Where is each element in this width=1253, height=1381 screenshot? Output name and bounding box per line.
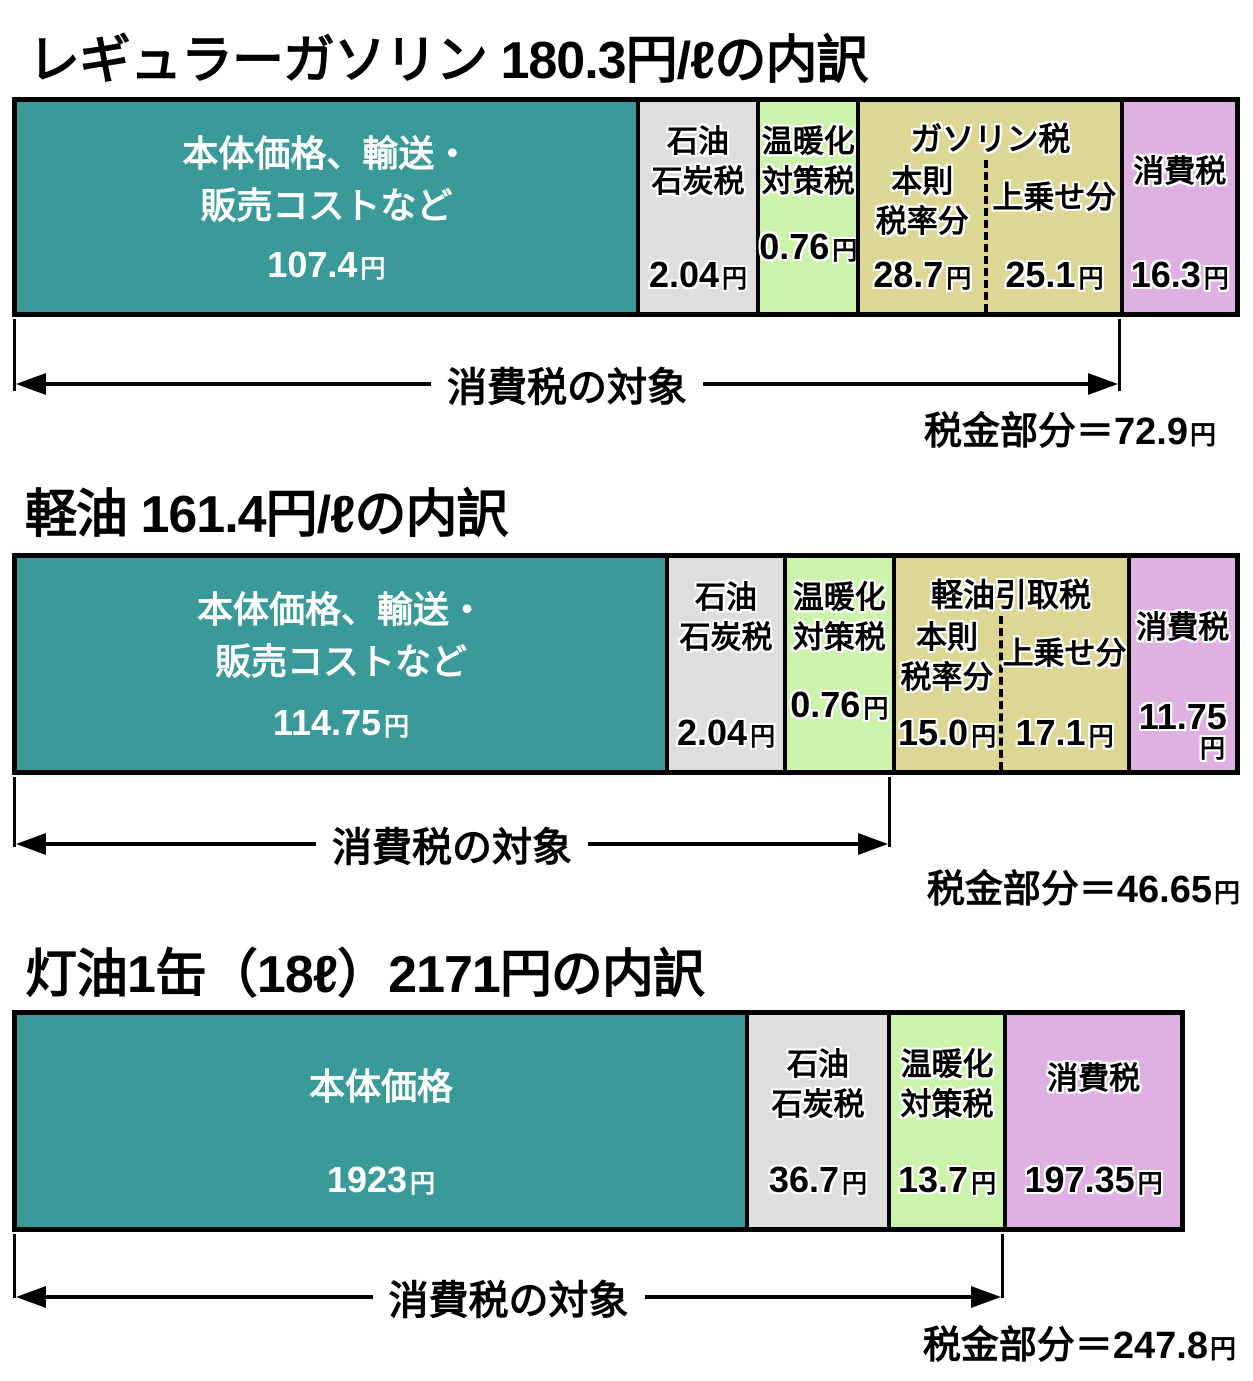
chart3-title: 灯油1缶（18ℓ）2171円の内訳 [25,946,705,1004]
segment-label: 本体価格、輸送・ 販売コストなど [182,133,471,227]
scope-arrow: 消費税の対象 [16,815,888,873]
chart3-stacked-bar: 本体価格 1923 円 石油 石炭税 36.7 円 温暖化 対策税 13.7 円 消費… [12,1010,1185,1232]
scope-arrow: 消費税の対象 [16,1268,1001,1326]
diesel-tax-statutory: 本則 税率分 15.0 円 [896,616,999,770]
segment-value: 17.1 円 [1015,712,1114,753]
chart1-tax-total: 税金部分＝72.9円 [924,411,1216,453]
segment-value: 0.76 円 [790,684,889,725]
segment-value: 15.0 円 [897,712,997,753]
scope-right-tick [888,777,891,847]
chart2-segment-base-price: 本体価格、輸送・ 販売コストなど 114.75 円 [17,558,665,770]
chart1-segment-gasoline-tax: ガソリン税 本則 税率分 28.7 円 上乗せ分 25.1 円 [856,102,1121,312]
segment-label: 本則 税率分 [900,620,994,695]
segment-label: 上乗せ分 [992,180,1117,215]
chart2-segment-warming-tax: 温暖化 対策税 0.76 円 [783,558,892,770]
chart2-segment-diesel-delivery-tax: 軽油引取税 本則 税率分 15.0 円 上乗せ分 17.1 円 [891,558,1127,770]
segment-label: 石油 石炭税 [651,124,745,199]
segment-label: 本体価格、輸送・ 販売コストなど [196,589,485,683]
segment-value: 1923 円 [326,1159,436,1200]
diesel-tax-surcharge: 上乗せ分 17.1 円 [998,616,1127,770]
segment-label: 消費税 [1133,154,1227,189]
gasoline-tax-split: 本則 税率分 28.7 円 上乗せ分 25.1 円 [860,160,1120,312]
segment-label: 温暖化 対策税 [900,1047,994,1122]
chart3-segment-consumption-tax: 消費税 197.35 円 [1003,1015,1180,1227]
chart3-segment-oil-coal-tax: 石油 石炭税 36.7 円 [745,1015,887,1227]
arrowhead-left-icon [16,833,46,855]
scope-label: 消費税の対象 [388,1279,629,1323]
segment-label: 上乗せ分 [1002,636,1127,671]
scope-label: 消費税の対象 [332,826,572,870]
scope-arrow: 消費税の対象 [16,355,1118,413]
segment-value: 107.4 円 [267,244,386,285]
gasoline-tax-surcharge: 上乗せ分 25.1 円 [984,160,1120,312]
segment-value: 16.3 円 [1130,254,1229,295]
gasoline-tax-statutory: 本則 税率分 28.7 円 [860,160,984,312]
chart3-segment-warming-tax: 温暖化 対策税 13.7 円 [886,1015,1004,1227]
chart1-segment-base-price: 本体価格、輸送・ 販売コストなど 107.4 円 [17,102,636,312]
chart2-consumption-tax-scope: 消費税の対象 [13,777,891,870]
segment-value: 36.7 円 [768,1159,868,1200]
segment-label: 石油 石炭税 [771,1047,865,1122]
scope-right-tick [1118,319,1121,391]
chart2-segment-oil-coal-tax: 石油 石炭税 2.04 円 [664,558,784,770]
gasoline-tax-header: ガソリン税 [910,121,1071,157]
segment-label: 温暖化 対策税 [792,580,886,655]
chart3-tax-total: 税金部分＝247.8円 [922,1325,1236,1367]
scope-right-tick [1001,1234,1004,1298]
segment-label: 本則 税率分 [875,164,969,239]
segment-value: 2.04 円 [676,712,776,753]
segment-value: 28.7 円 [873,254,972,295]
segment-value: 0.76 円 [759,226,858,267]
diesel-delivery-tax-split: 本則 税率分 15.0 円 上乗せ分 17.1 円 [896,616,1127,770]
scope-left-tick [13,777,16,847]
scope-label: 消費税の対象 [447,366,687,410]
segment-value: 197.35 円 [1024,1159,1163,1200]
diesel-delivery-tax-header: 軽油引取税 [931,577,1092,613]
arrowhead-right-icon [971,1286,1001,1308]
chart2-stacked-bar: 本体価格、輸送・ 販売コストなど 114.75 円 石油 石炭税 2.04 円 温暖… [12,553,1240,775]
segment-value: 25.1 円 [1005,254,1104,295]
segment-label: 消費税 [1047,1061,1141,1096]
scope-left-tick [13,319,16,391]
chart2-segment-consumption-tax: 消費税 11.75 円 [1126,558,1235,770]
arrowhead-right-icon [858,833,888,855]
segment-label: 消費税 [1136,610,1230,645]
segment-label: 温暖化 対策税 [761,124,855,199]
chart3-segment-base-price: 本体価格 1923 円 [17,1015,746,1227]
chart1-title: レギュラーガソリン 180.3円/ℓの内訳 [28,32,868,90]
segment-label: 石油 石炭税 [679,580,773,655]
chart2-title: 軽油 161.4円/ℓの内訳 [25,486,508,544]
arrowhead-right-icon [1088,373,1118,395]
chart1-segment-oil-coal-tax: 石油 石炭税 2.04 円 [635,102,757,312]
arrowhead-left-icon [16,1286,46,1308]
segment-value: 13.7 円 [898,1159,997,1200]
segment-label: 本体価格 [309,1066,454,1107]
chart3-consumption-tax-scope: 消費税の対象 [13,1234,1004,1323]
segment-value: 11.75 円 [1138,695,1227,763]
chart2-tax-total: 税金部分＝46.65円 [926,869,1240,911]
arrowhead-left-icon [16,373,46,395]
segment-value: 2.04 円 [648,254,748,295]
scope-left-tick [13,1234,16,1298]
chart1-segment-consumption-tax: 消費税 16.3 円 [1120,102,1235,312]
chart1-consumption-tax-scope: 消費税の対象 [13,319,1121,410]
chart1-segment-warming-tax: 温暖化 対策税 0.76 円 [756,102,858,312]
chart1-stacked-bar: 本体価格、輸送・ 販売コストなど 107.4 円 石油 石炭税 2.04 円 温暖化… [12,97,1240,317]
segment-value: 114.75 円 [272,702,410,743]
